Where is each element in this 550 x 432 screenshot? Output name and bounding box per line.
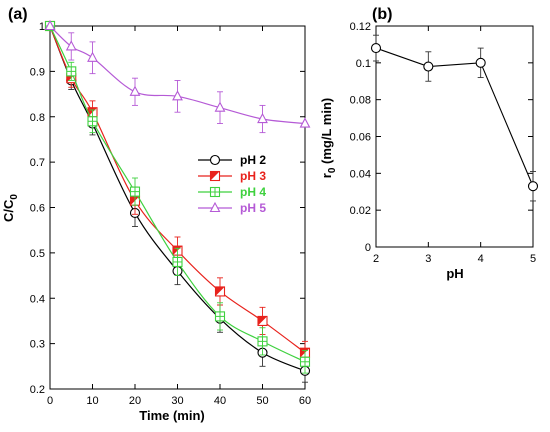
- svg-text:r0 (mg/L min): r0 (mg/L min): [319, 98, 338, 178]
- b-point-2: [475, 57, 486, 68]
- panel-label-b: (b): [372, 6, 392, 23]
- a-point-3-7: [299, 117, 311, 128]
- a-point-2-3: [129, 186, 141, 197]
- legend-label-0: pH 2: [240, 153, 266, 167]
- panel-label-a: (a): [8, 6, 28, 23]
- a-point-2-4: [172, 256, 183, 268]
- b-point-1: [423, 61, 434, 72]
- a-series-line-1: [49, 25, 306, 354]
- b-xtick-label: 4: [478, 253, 484, 265]
- b-xtick-label: 2: [373, 253, 379, 265]
- b-ytick-label: 0.06: [350, 132, 371, 144]
- a-ytick-label: 0.2: [30, 384, 45, 396]
- legend-marker-1: [209, 170, 221, 182]
- a-xtick-label: 20: [129, 395, 141, 407]
- a-point-3-4: [172, 90, 183, 101]
- x-axis-label-b: pH: [446, 266, 463, 281]
- a-ytick-label: 0.5: [30, 248, 45, 260]
- a-ytick-label: 0.9: [30, 66, 45, 78]
- b-xtick-label: 5: [530, 253, 536, 265]
- a-xtick-label: 0: [47, 395, 53, 407]
- y-axis-label-a-sub: 0: [9, 194, 20, 200]
- a-ytick-label: 0.4: [30, 293, 45, 305]
- a-point-3-1: [65, 40, 77, 51]
- axes-b: 2 3 4 5 0 0.02 0.04 0.06 0.08 0.1 0.12: [350, 21, 536, 265]
- b-frame: [375, 25, 534, 248]
- legend-marker-0: [209, 154, 221, 166]
- y-axis-label-a: C/C0: [1, 194, 20, 222]
- a-xtick-label: 10: [86, 395, 98, 407]
- y-axis-label-b-sub: 0: [327, 167, 338, 173]
- a-point-3-5: [214, 101, 226, 112]
- b-ytick-label: 0.02: [350, 205, 371, 217]
- a-point-1-5: [214, 286, 226, 297]
- a-point-2-7: [299, 356, 311, 367]
- b-series-line-0: [375, 47, 534, 187]
- a-point-2-5: [214, 311, 226, 322]
- y-axis-label-a-main: C/C: [1, 199, 16, 222]
- chart-b: (b) pH r0 (mg/L min) 2 3 4 500.020.040.060.…: [319, 6, 539, 281]
- y-axis-label-b: r0 (mg/L min): [319, 98, 338, 178]
- x-axis-label-a: Time (min): [139, 408, 205, 423]
- b-ytick-label: 0.1: [356, 58, 371, 70]
- a-ytick-label: 0.3: [30, 339, 45, 351]
- a-point-3-6: [257, 112, 268, 124]
- a-point-2-2: [87, 116, 98, 127]
- a-point-2-6: [257, 336, 268, 347]
- a-series-line-2: [49, 25, 306, 363]
- b-ytick-label: 0.12: [350, 21, 371, 33]
- legend-marker-3: [209, 201, 221, 213]
- a-point-2-1: [66, 66, 77, 77]
- a-ytick-label: 0.7: [30, 157, 45, 169]
- a-ytick-label: 0.6: [30, 203, 45, 215]
- b-ytick-label: 0.08: [350, 95, 371, 107]
- a-point-3-2: [87, 51, 98, 62]
- legend-label-1: pH 3: [240, 169, 266, 183]
- svg-text:C/C0: C/C0: [1, 194, 20, 222]
- a-ytick-label: 1: [39, 21, 45, 33]
- legend-label-3: pH 5: [240, 201, 266, 215]
- a-point-1-6: [257, 315, 268, 326]
- a-xtick-label: 50: [256, 395, 268, 407]
- legend-label-2: pH 4: [240, 185, 266, 199]
- plot-area-a: [44, 19, 311, 383]
- b-point-3: [527, 181, 539, 192]
- b-ytick-label: 0: [365, 242, 371, 254]
- a-point-3-0: [44, 19, 56, 31]
- a-point-3-3: [129, 85, 141, 96]
- legend-a: pH 2 pH 3 pH 4 pH 5: [198, 153, 266, 215]
- b-xtick-label: 3: [425, 253, 431, 265]
- a-xtick-label: 60: [299, 395, 311, 407]
- y-axis-label-b-rest: (mg/L min): [319, 98, 334, 168]
- a-ytick-label: 0.8: [30, 112, 45, 124]
- y-axis-label-b-main: r: [319, 173, 334, 178]
- a-xtick-label: 40: [214, 395, 226, 407]
- chart-a: (a) Time (min) C/C0 0 10 20 30 40 50 600.20.30…: [1, 6, 311, 423]
- b-point-0: [370, 43, 382, 54]
- b-ytick-label: 0.04: [350, 168, 371, 180]
- plot-area-b: [370, 34, 539, 202]
- a-xtick-label: 30: [171, 395, 183, 407]
- axes-a: 0 10 20 30 40 50 60 0.2 0.3 0.4 0.5 0.6 0.7 0.8 0.9 1: [30, 21, 311, 407]
- legend-marker-2: [209, 186, 221, 198]
